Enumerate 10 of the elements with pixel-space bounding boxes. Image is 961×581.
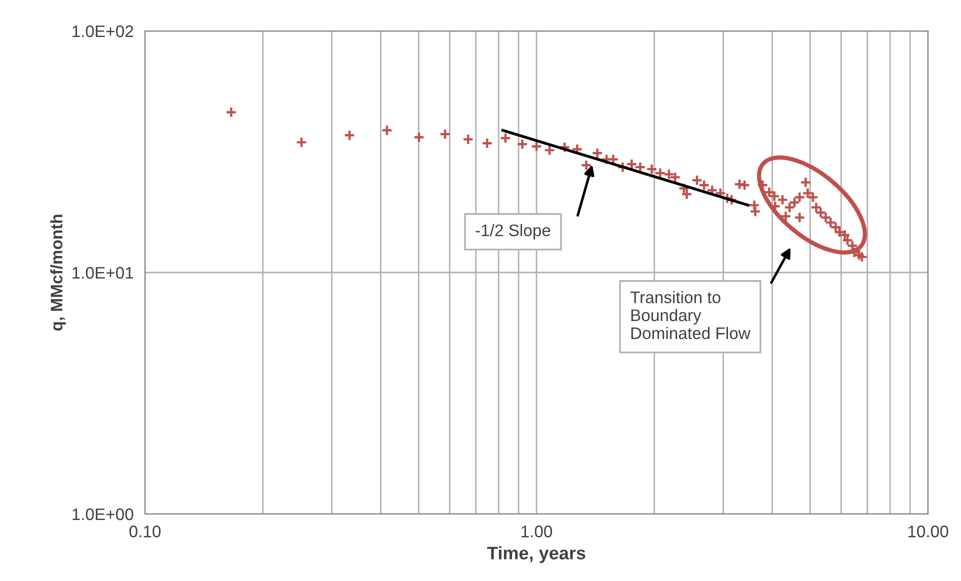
x-axis-title: Time, years: [487, 546, 586, 564]
x-tick-label: 1.00: [522, 526, 552, 538]
annotation: -1/2 Slope: [476, 224, 550, 240]
y-tick-label: 1.0E+00: [72, 508, 134, 520]
y-axis-title: q, MMcf/month: [50, 214, 66, 331]
y-tick-label: 1.0E+02: [72, 25, 134, 38]
x-tick-label: 0.10: [129, 526, 161, 538]
annotation: Transition to Boundary Dominated Flow: [630, 291, 750, 340]
x-tick-label: 10.00: [908, 526, 948, 538]
y-tick-label: 1.0E+01: [72, 266, 134, 279]
